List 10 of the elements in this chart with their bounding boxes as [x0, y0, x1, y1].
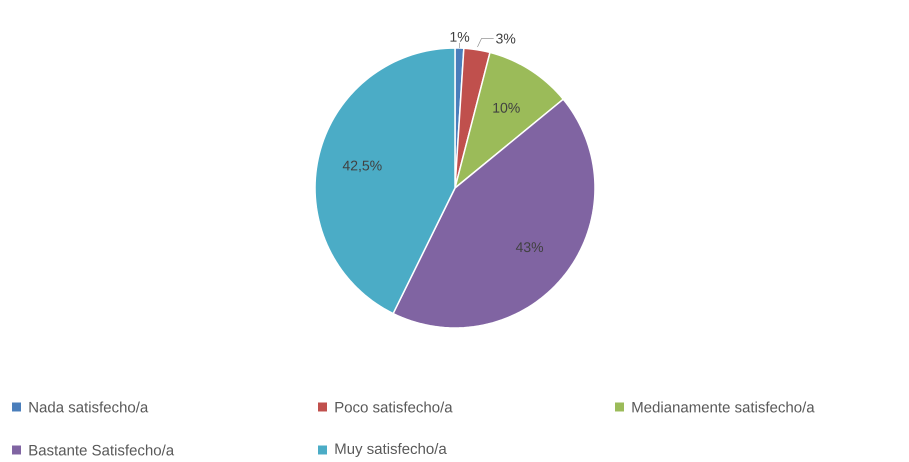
legend-label: Medianamente satisfecho/a: [632, 401, 815, 412]
legend-label: Bastante Satisfecho/a: [29, 444, 174, 456]
data-label: 42,5%: [342, 160, 382, 172]
data-label: 43%: [516, 242, 544, 252]
legend-label: Poco satisfecho/a: [335, 401, 453, 412]
data-label: 3%: [496, 34, 516, 44]
legend-label: Nada satisfecho/a: [29, 401, 148, 412]
legend-label: Muy satisfecho/a: [335, 442, 447, 457]
data-label: 1%: [450, 32, 470, 42]
data-label: 10%: [493, 102, 520, 113]
